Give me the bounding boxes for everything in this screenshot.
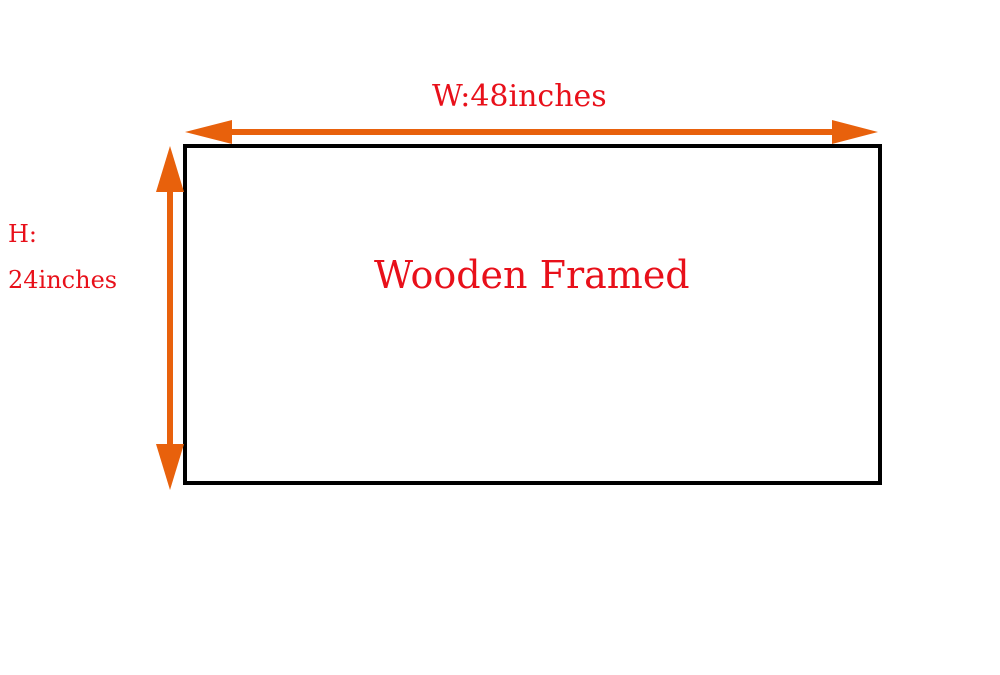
height-arrow	[156, 146, 184, 490]
height-arrow-top-head	[156, 146, 184, 192]
width-arrow	[185, 120, 878, 144]
height-dimension-label-value: 24inches	[8, 266, 118, 294]
frame-outline	[183, 144, 882, 485]
height-dimension-label-prefix: H:	[8, 220, 38, 248]
height-arrow-bottom-head	[156, 444, 184, 490]
frame-type-label: Wooden Framed	[374, 253, 690, 297]
width-dimension-label: W:48inches	[432, 79, 607, 114]
width-arrow-right-head	[832, 120, 878, 144]
width-arrow-left-head	[185, 120, 232, 144]
